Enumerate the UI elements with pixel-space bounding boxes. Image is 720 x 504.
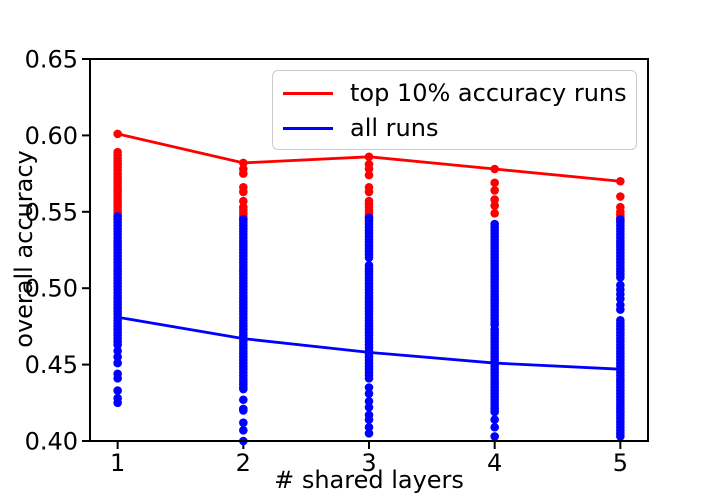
y-tick-label: 0.45	[25, 351, 78, 379]
scatter-dot	[490, 219, 499, 229]
y-axis-label: overall accuracy	[10, 150, 38, 348]
scatter-dot	[239, 202, 248, 212]
scatter-dot	[113, 386, 122, 395]
scatter-dot	[239, 215, 248, 224]
scatter-dot	[490, 415, 499, 424]
scatter-dot	[490, 325, 499, 334]
y-tick-label: 0.55	[25, 198, 78, 226]
y-tick-label: 0.50	[25, 275, 78, 303]
scatter-dot	[239, 169, 248, 178]
scatter-dot	[616, 315, 625, 325]
legend-item-allruns: all runs	[283, 111, 636, 146]
scatter-dot	[364, 187, 374, 197]
x-tick-label: 1	[110, 449, 125, 477]
scatter-dot	[364, 396, 374, 406]
legend-line-sample-red	[283, 92, 333, 95]
x-tick-label: 5	[613, 449, 628, 477]
scatter-dot	[113, 358, 122, 368]
plot-border	[89, 58, 649, 442]
scatter-dot	[616, 305, 625, 314]
scatter-dot	[616, 202, 625, 212]
legend-label-top10: top 10% accuracy runs	[350, 79, 627, 107]
x-tick-label: 3	[361, 449, 376, 477]
series-line	[117, 132, 621, 183]
legend: top 10% accuracy runs all runs	[272, 70, 637, 150]
scatter-dot	[490, 422, 499, 432]
scatter-dot	[616, 215, 625, 224]
scatter-dot	[616, 192, 625, 201]
scatter-dot	[113, 346, 122, 356]
legend-label-allruns: all runs	[350, 114, 439, 142]
scatter-dot	[113, 398, 122, 408]
x-tick-label: 2	[236, 449, 251, 477]
scatter-dot	[364, 429, 374, 438]
scatter-dot	[616, 294, 625, 304]
scatter-dot	[364, 389, 374, 398]
scatter-dot	[364, 415, 374, 424]
scatter-dot	[490, 186, 499, 195]
scatter-dot	[113, 212, 122, 221]
scatter-dot	[239, 426, 248, 435]
scatter-dot	[113, 374, 122, 383]
scatter-dot	[490, 432, 499, 441]
scatter-dot	[490, 259, 499, 269]
series-line	[117, 315, 621, 371]
scatter-dot	[364, 196, 374, 206]
scatter-dot	[239, 418, 248, 427]
legend-item-top10: top 10% accuracy runs	[283, 76, 636, 111]
scatter-dot	[364, 422, 374, 432]
scatter-dot	[364, 164, 374, 174]
y-tick-label: 0.65	[25, 46, 78, 74]
x-axis-label: # shared layers	[274, 466, 464, 494]
scatter-dot	[113, 147, 122, 157]
scatter-dot	[239, 395, 248, 405]
scatter-dot	[364, 403, 374, 412]
y-tick-label: 0.60	[25, 122, 78, 150]
scatter-dot	[364, 260, 374, 270]
scatter-dot	[364, 170, 374, 180]
scatter-dot	[113, 352, 122, 362]
y-tick-label: 0.40	[25, 428, 78, 456]
scatter-dot	[239, 406, 248, 415]
scatter-dot	[239, 196, 248, 206]
scatter-dot	[239, 187, 248, 197]
scatter-dot	[364, 383, 374, 392]
scatter-dot	[490, 178, 499, 188]
scatter-dot	[239, 384, 248, 394]
x-tick-label: 4	[487, 449, 502, 477]
scatter-dot	[364, 213, 374, 223]
scatter-dot	[490, 195, 499, 204]
scatter-dot	[490, 209, 499, 218]
legend-line-sample-blue	[283, 127, 333, 130]
scatter-dot	[490, 407, 499, 417]
scatter-dot	[490, 201, 499, 210]
